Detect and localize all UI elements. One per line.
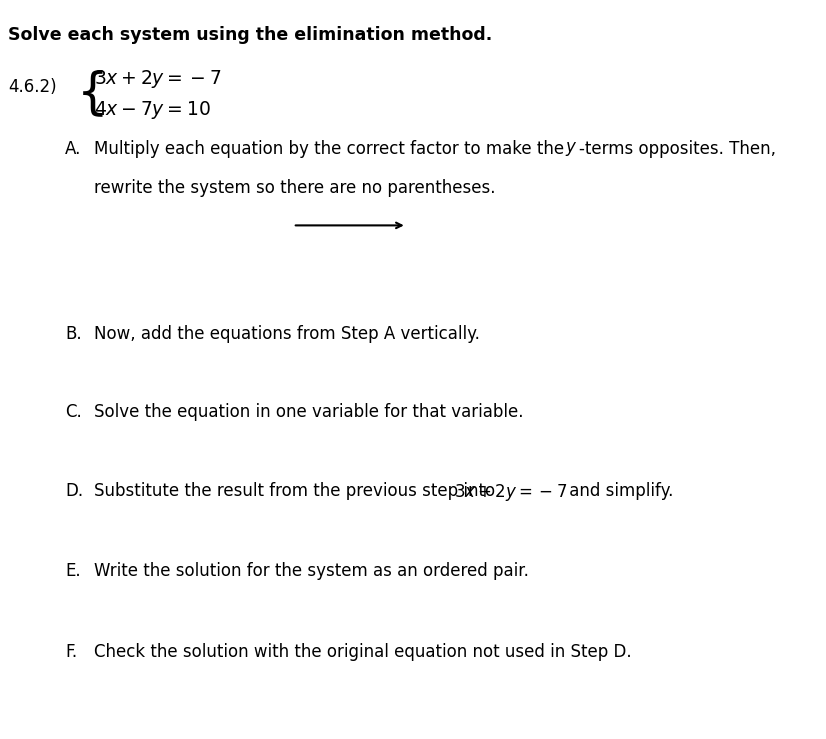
Text: 4.6.2): 4.6.2) xyxy=(8,78,57,95)
Text: Write the solution for the system as an ordered pair.: Write the solution for the system as an … xyxy=(93,562,529,579)
Text: D.: D. xyxy=(65,482,83,500)
Text: -terms opposites. Then,: -terms opposites. Then, xyxy=(579,140,776,158)
Text: rewrite the system so there are no parentheses.: rewrite the system so there are no paren… xyxy=(93,179,495,197)
Text: $4x-7y=10$: $4x-7y=10$ xyxy=(93,99,210,121)
Text: F.: F. xyxy=(65,643,77,661)
Text: Multiply each equation by the correct factor to make the: Multiply each equation by the correct fa… xyxy=(93,140,569,158)
Text: C.: C. xyxy=(65,403,82,420)
Text: A.: A. xyxy=(65,140,82,158)
Text: Check the solution with the original equation not used in Step D.: Check the solution with the original equ… xyxy=(93,643,631,661)
Text: Solve each system using the elimination method.: Solve each system using the elimination … xyxy=(8,26,492,44)
Text: E.: E. xyxy=(65,562,81,579)
Text: B.: B. xyxy=(65,325,82,343)
Text: $y$: $y$ xyxy=(565,140,577,158)
Text: Solve the equation in one variable for that variable.: Solve the equation in one variable for t… xyxy=(93,403,523,420)
Text: {: { xyxy=(78,69,109,118)
Text: $3x+2y=-7$: $3x+2y=-7$ xyxy=(93,68,221,90)
Text: Now, add the equations from Step A vertically.: Now, add the equations from Step A verti… xyxy=(93,325,479,343)
Text: $3x+2y=-7$: $3x+2y=-7$ xyxy=(453,482,567,503)
Text: and simplify.: and simplify. xyxy=(563,482,673,500)
Text: Substitute the result from the previous step into: Substitute the result from the previous … xyxy=(93,482,500,500)
